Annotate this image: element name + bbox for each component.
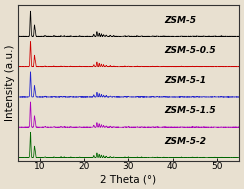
Text: ZSM-5-2: ZSM-5-2: [164, 137, 206, 146]
Text: ZSM-5-0.5: ZSM-5-0.5: [164, 46, 215, 55]
Text: ZSM-5-1: ZSM-5-1: [164, 76, 206, 85]
X-axis label: 2 Theta (°): 2 Theta (°): [100, 174, 156, 184]
Y-axis label: Intensity (a.u.): Intensity (a.u.): [5, 45, 15, 121]
Text: ZSM-5: ZSM-5: [164, 15, 196, 25]
Text: ZSM-5-1.5: ZSM-5-1.5: [164, 106, 215, 115]
